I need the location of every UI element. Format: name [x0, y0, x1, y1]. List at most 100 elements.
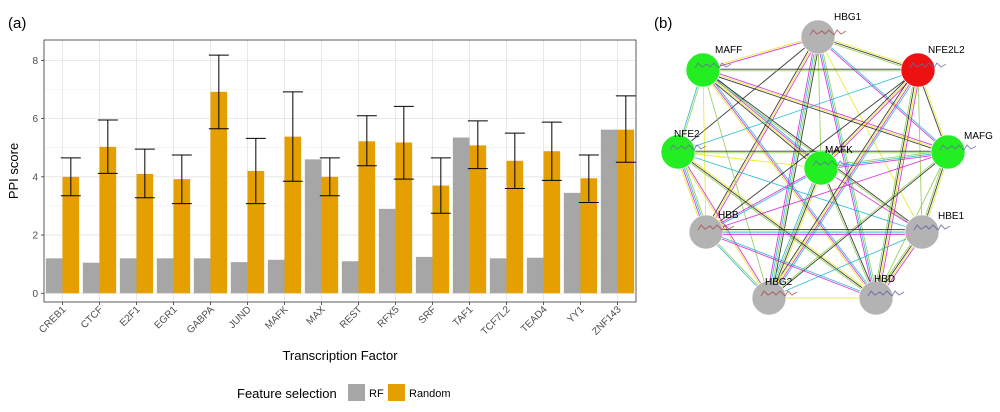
error-bar-rest	[356, 115, 377, 167]
node-hbg2: HBG2	[751, 277, 798, 316]
error-bars	[60, 54, 636, 214]
edge-maff-nfe2l2	[703, 68, 918, 72]
edge-hbg1-hbd	[815, 36, 879, 299]
node-nfe2: NFE2	[660, 129, 707, 170]
error-bar-tead4	[541, 121, 562, 181]
node-circle	[751, 280, 787, 316]
x-tick-label: TAF1	[451, 304, 476, 329]
edge-hbg1-mafk	[817, 36, 822, 169]
x-tick-label: E2F1	[118, 304, 143, 329]
protein-structure-icon	[694, 62, 732, 69]
x-tick-label: CREB1	[37, 304, 69, 336]
node-hbb: HBB	[688, 210, 739, 250]
panel-a-label: (a)	[8, 15, 26, 32]
error-bar-srf	[430, 157, 451, 214]
node-mafk: MAFK	[803, 145, 853, 186]
y-tick-label: 6	[32, 114, 38, 125]
bar-rf-srf	[415, 256, 433, 294]
edge-hbg1-nfe2	[677, 36, 819, 153]
legend-label-rf: RF	[369, 388, 384, 400]
bar-random-creb1	[62, 176, 80, 294]
node-circle	[803, 150, 839, 186]
legend-label-random: Random	[409, 388, 451, 400]
bar-random-srf	[432, 185, 450, 294]
bar-rf-tcf7l2	[489, 258, 507, 294]
bar-random-egr1	[173, 179, 191, 294]
x-tick-label: MAX	[305, 304, 328, 327]
bar-rf-tead4	[526, 257, 544, 294]
bar-random-yy1	[580, 178, 598, 294]
x-axis-label: Transcription Factor	[282, 348, 398, 363]
error-bar-gabpa	[208, 54, 229, 130]
edge-nfe2l2-hbg2	[766, 68, 921, 300]
error-bar-znf143	[615, 95, 636, 163]
node-circle	[858, 280, 894, 316]
protein-structure-icon	[909, 62, 947, 69]
edge-nfe2-hbe1	[677, 151, 923, 233]
bar-random-gabpa	[210, 91, 228, 294]
edge-mafg-hbb	[705, 151, 949, 233]
bar-rf-taf1	[452, 137, 470, 294]
node-circle	[800, 19, 836, 55]
error-bar-creb1	[60, 157, 81, 197]
protein-structure-icon	[913, 224, 951, 231]
edge-nfe2-mafk	[677, 151, 822, 169]
x-tick-label: YY1	[565, 304, 586, 325]
node-label: MAFG	[964, 131, 993, 142]
x-tick-label: ZNF143	[590, 304, 624, 338]
bar-rf-yy1	[563, 192, 581, 294]
edge-nfe2l2-hbd	[873, 69, 921, 299]
y-axis-label: PPI score	[6, 143, 21, 199]
x-axis-ticks: CREB1 CTCF E2F1 EGR1 GABPA JUND MAFK MAX REST RFX…	[37, 302, 624, 338]
edge-mafk-hbb	[705, 166, 822, 234]
protein-structure-icon	[760, 290, 798, 297]
node-circle	[930, 134, 966, 170]
bar-rf-ctcf	[82, 262, 100, 294]
x-tick-label: GABPA	[185, 304, 217, 336]
x-tick-label: MAFK	[263, 304, 291, 332]
x-tick-label: RFX5	[376, 304, 402, 330]
plot-frame	[43, 39, 637, 303]
protein-network: HBG1 MAFF NFE2L2 NFE2 MAFK MAFG HBB HBE1 HBG2 HBD	[660, 12, 993, 316]
edge-maff-mafg	[702, 68, 949, 154]
bar-random-tead4	[543, 151, 561, 294]
error-bar-max	[319, 157, 340, 197]
node-label: HBB	[718, 210, 739, 221]
node-maff: MAFF	[685, 45, 742, 88]
edge-nfe2-hbd	[676, 150, 878, 300]
bar-random-tcf7l2	[506, 160, 524, 294]
x-tick-label: TEAD4	[519, 304, 550, 335]
protein-structure-icon	[809, 29, 847, 36]
error-bar-tcf7l2	[504, 132, 525, 189]
network-nodes: HBG1 MAFF NFE2L2 NFE2 MAFK MAFG HBB HBE1 HBG2 HBD	[660, 12, 993, 316]
node-label: HBG2	[765, 277, 793, 288]
node-circle	[685, 52, 721, 88]
y-tick-label: 4	[32, 172, 38, 183]
node-label: NFE2L2	[928, 45, 965, 56]
bar-random-jund	[247, 171, 265, 294]
bar-rf-egr1	[156, 258, 174, 294]
edge-hbg1-nfe2l2	[817, 35, 919, 72]
edge-nfe2l2-nfe2	[677, 69, 919, 153]
edge-hbg1-mafg	[817, 36, 949, 153]
x-tick-label: TCF7L2	[479, 304, 513, 338]
protein-structure-icon	[697, 224, 735, 231]
bar-random-rfx5	[395, 142, 413, 294]
bar-rf-creb1	[45, 258, 63, 294]
error-bar-yy1	[578, 154, 599, 203]
protein-structure-icon	[669, 144, 707, 151]
edge-maff-hbg2	[702, 69, 770, 299]
edge-mafg-hbg2	[768, 151, 949, 299]
y-axis-ticks: 0 2 4 6 8	[32, 56, 44, 300]
bar-random-e2f1	[136, 173, 154, 294]
legend: Feature selection RF Random	[237, 384, 451, 401]
x-tick-label: JUND	[227, 304, 254, 331]
node-label: NFE2	[674, 129, 700, 140]
edge-hbb-hbe1	[706, 229, 922, 235]
bar-random-rest	[358, 141, 376, 294]
bar-random-mafk	[284, 136, 302, 294]
x-tick-label: REST	[338, 304, 365, 331]
x-tick-label: EGR1	[153, 304, 180, 331]
error-bar-ctcf	[97, 119, 118, 174]
